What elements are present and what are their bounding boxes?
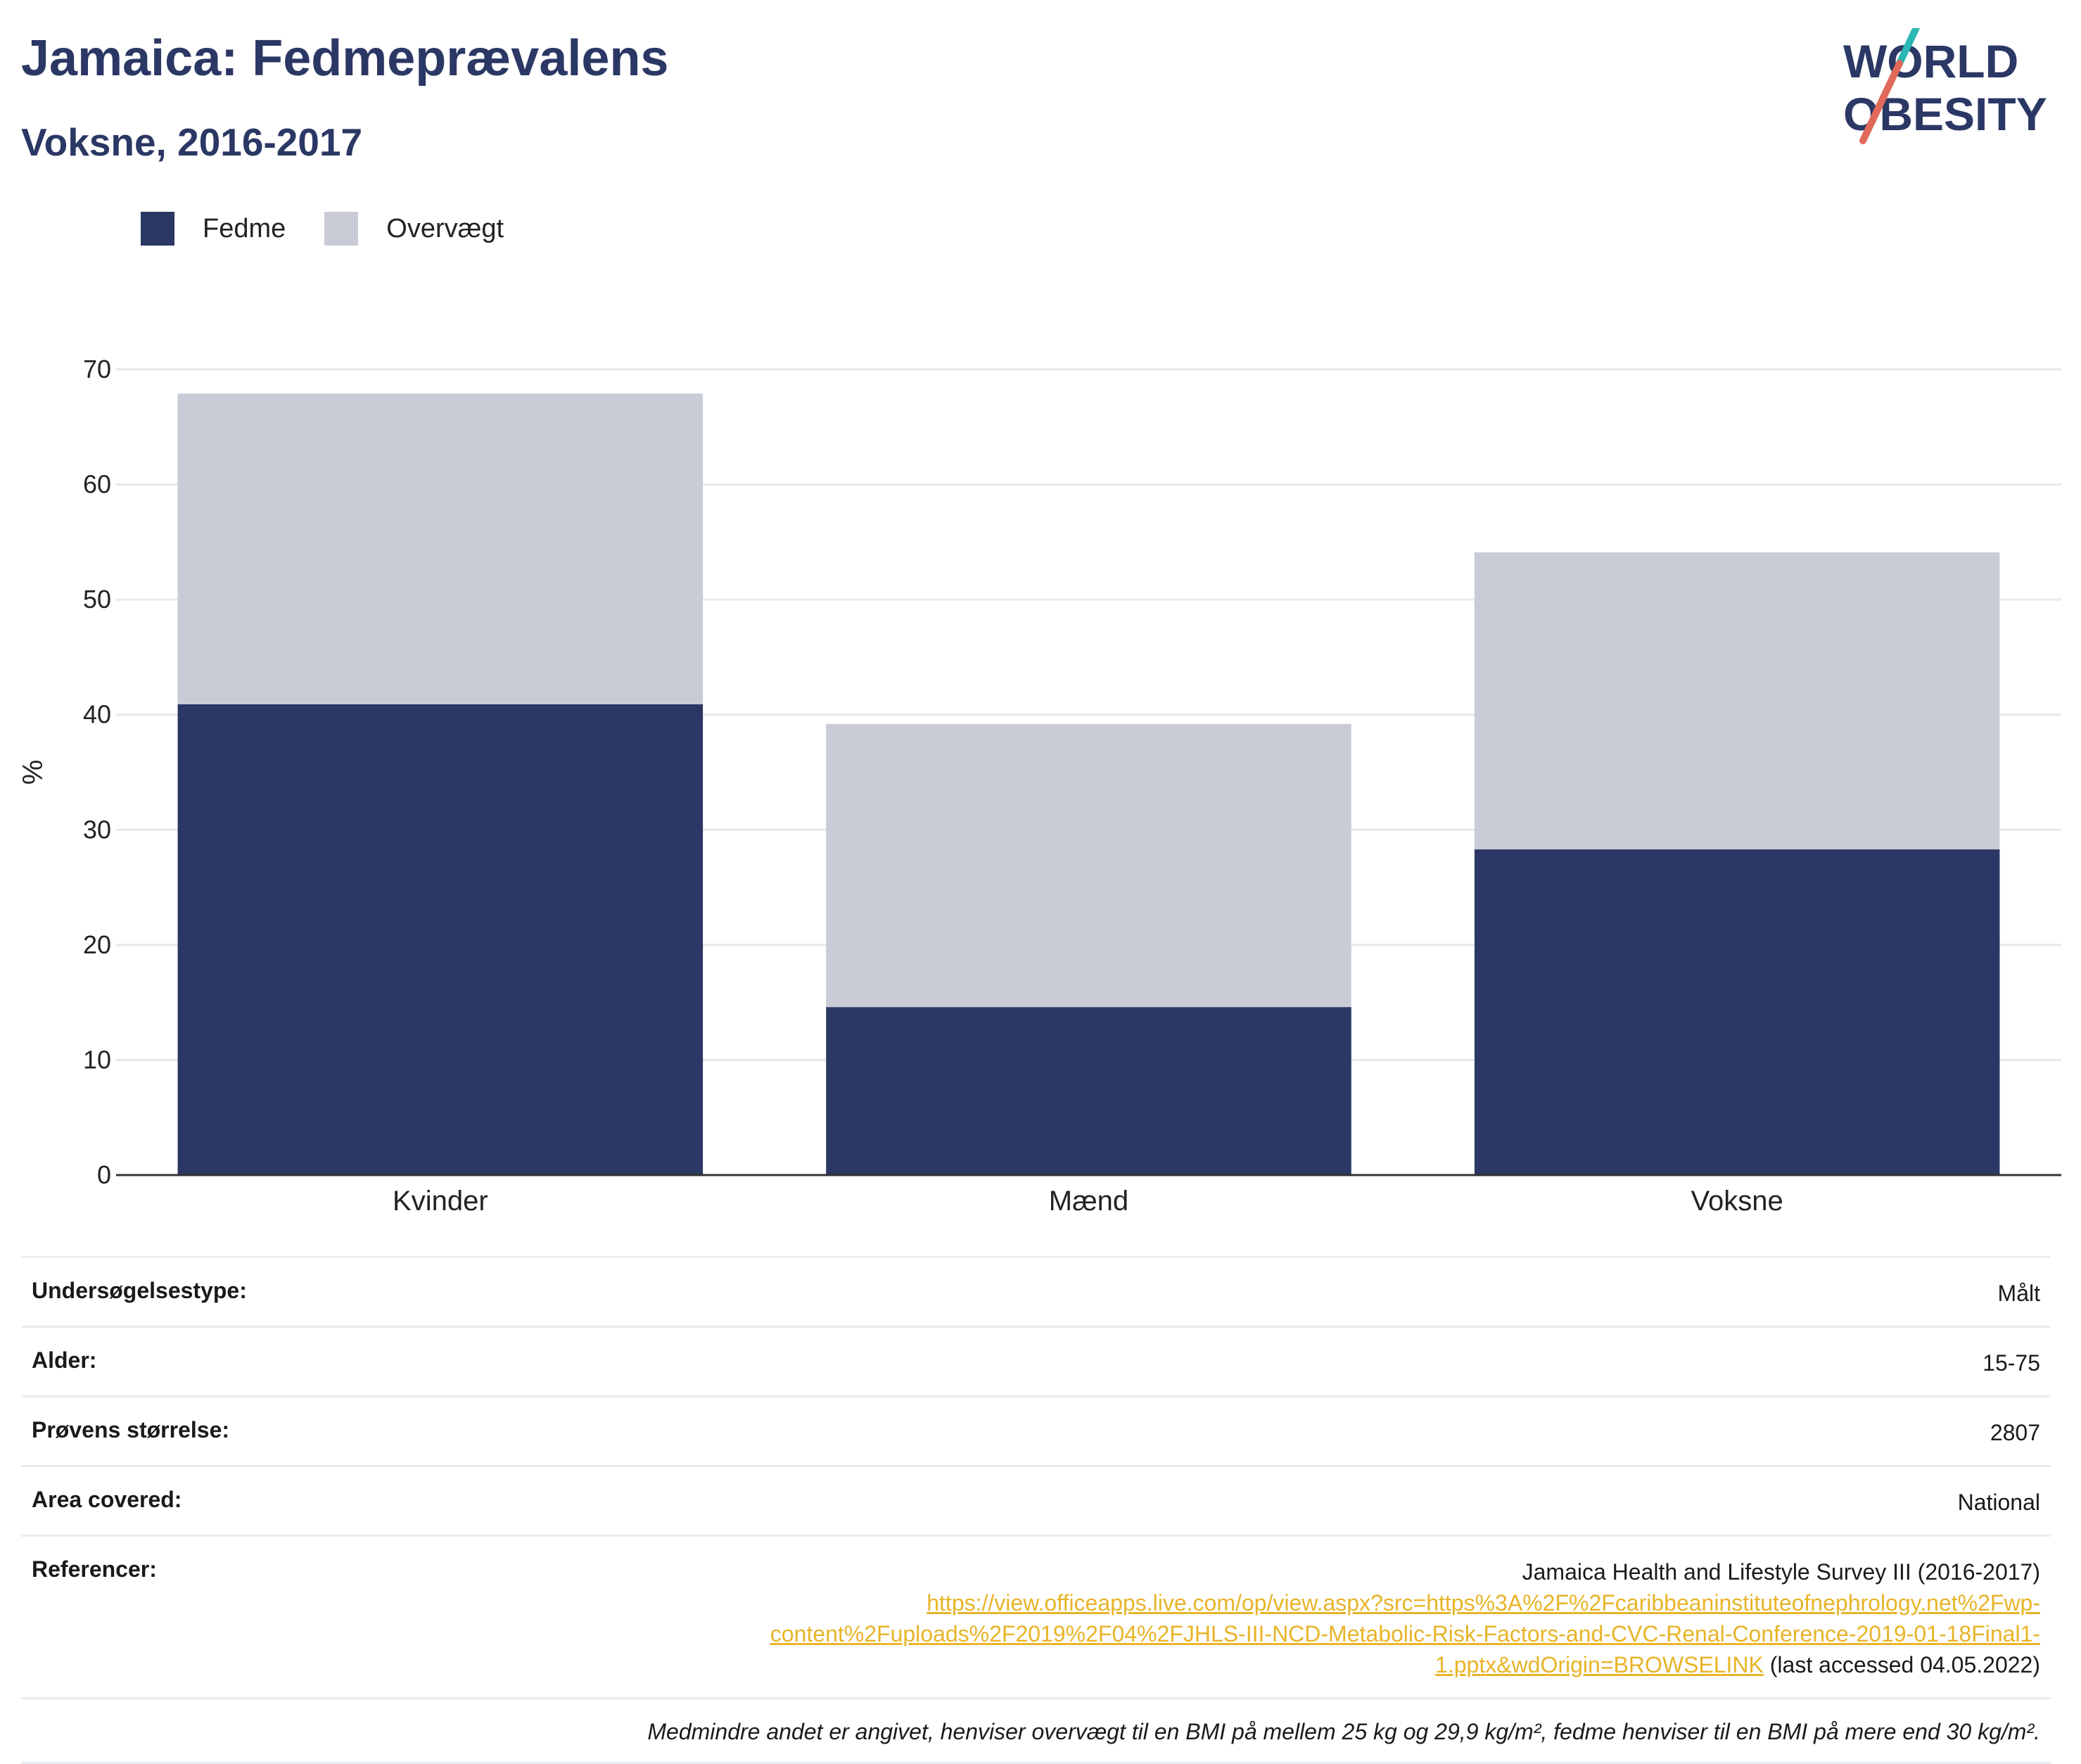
logo-text-world: WORLD bbox=[1843, 35, 2018, 87]
info-row-references: Referencer: Jamaica Health and Lifestyle… bbox=[21, 1535, 2051, 1697]
y-tick-label: 10 bbox=[83, 1045, 111, 1074]
footnote: Medmindre andet er angivet, henviser ove… bbox=[21, 1697, 2051, 1764]
info-row-survey-type: Undersøgelsestype: Målt bbox=[21, 1256, 2051, 1326]
reference-accessed: (last accessed 04.05.2022) bbox=[1763, 1652, 2040, 1677]
info-value: National bbox=[1957, 1490, 2040, 1515]
bar-overvgt-voksne bbox=[1474, 552, 2000, 850]
legend-item-fedme[interactable]: Fedme bbox=[141, 212, 286, 246]
info-value: 2807 bbox=[1990, 1420, 2040, 1445]
y-tick-label: 20 bbox=[83, 930, 111, 959]
legend-item-overvaegt[interactable]: Overvægt bbox=[324, 212, 504, 246]
y-tick-label: 40 bbox=[83, 700, 111, 729]
info-label: Area covered: bbox=[32, 1487, 182, 1512]
info-table: Undersøgelsestype: Målt Alder: 15-75 Prø… bbox=[21, 1256, 2051, 1764]
bar-chart: 0 10 20 30 40 50 60 70% Kvinder Mænd Voksne bbox=[18, 355, 2061, 1217]
info-row-age: Alder: 15-75 bbox=[21, 1326, 2051, 1395]
y-tick-label: 60 bbox=[83, 470, 111, 499]
info-label: Referencer: bbox=[32, 1556, 157, 1582]
info-row-area: Area covered: National bbox=[21, 1465, 2051, 1535]
y-tick-label: 30 bbox=[83, 815, 111, 844]
legend-swatch-overvaegt bbox=[324, 212, 359, 246]
bar-fedme-voksne bbox=[1474, 849, 2000, 1175]
y-tick-label: 0 bbox=[97, 1160, 111, 1189]
bar-overvgt-kvinder bbox=[177, 393, 704, 704]
y-tick-label: 50 bbox=[83, 585, 111, 614]
legend-label-overvaegt: Overvægt bbox=[386, 213, 504, 243]
world-obesity-logo: WORLD OBESITY bbox=[1843, 28, 2047, 144]
chart-legend: Fedme Overvægt bbox=[141, 208, 542, 250]
logo-slash-red bbox=[1859, 60, 1903, 144]
y-axis-label: % bbox=[18, 760, 49, 785]
reference-link[interactable]: https://view.officeapps.live.com/op/view… bbox=[770, 1590, 2040, 1677]
info-label: Prøvens størrelse: bbox=[32, 1417, 230, 1442]
bar-fedme-kvinder bbox=[177, 704, 704, 1175]
bar-overvgt-mnd bbox=[826, 723, 1351, 1008]
info-row-sample-size: Prøvens størrelse: 2807 bbox=[21, 1395, 2051, 1465]
page-title: Jamaica: Fedmeprævalens bbox=[21, 30, 669, 87]
logo-slash-teal bbox=[1896, 28, 1921, 67]
x-tick-label: Mænd bbox=[1049, 1186, 1128, 1217]
reference-source: Jamaica Health and Lifestyle Survey III … bbox=[1522, 1559, 2040, 1585]
x-tick-label: Voksne bbox=[1691, 1186, 1783, 1217]
info-value-references: Jamaica Health and Lifestyle Survey III … bbox=[770, 1556, 2040, 1680]
info-label: Alder: bbox=[32, 1347, 97, 1373]
legend-swatch-fedme bbox=[141, 212, 174, 246]
info-value: Målt bbox=[1997, 1281, 2040, 1306]
x-tick-label: Kvinder bbox=[393, 1186, 488, 1217]
legend-label-fedme: Fedme bbox=[203, 213, 286, 243]
bar-fedme-mnd bbox=[826, 1007, 1351, 1175]
y-tick-label: 70 bbox=[83, 355, 111, 383]
info-label: Undersøgelsestype: bbox=[32, 1278, 247, 1303]
info-value: 15-75 bbox=[1983, 1350, 2040, 1376]
page-subtitle: Voksne, 2016-2017 bbox=[21, 120, 363, 164]
